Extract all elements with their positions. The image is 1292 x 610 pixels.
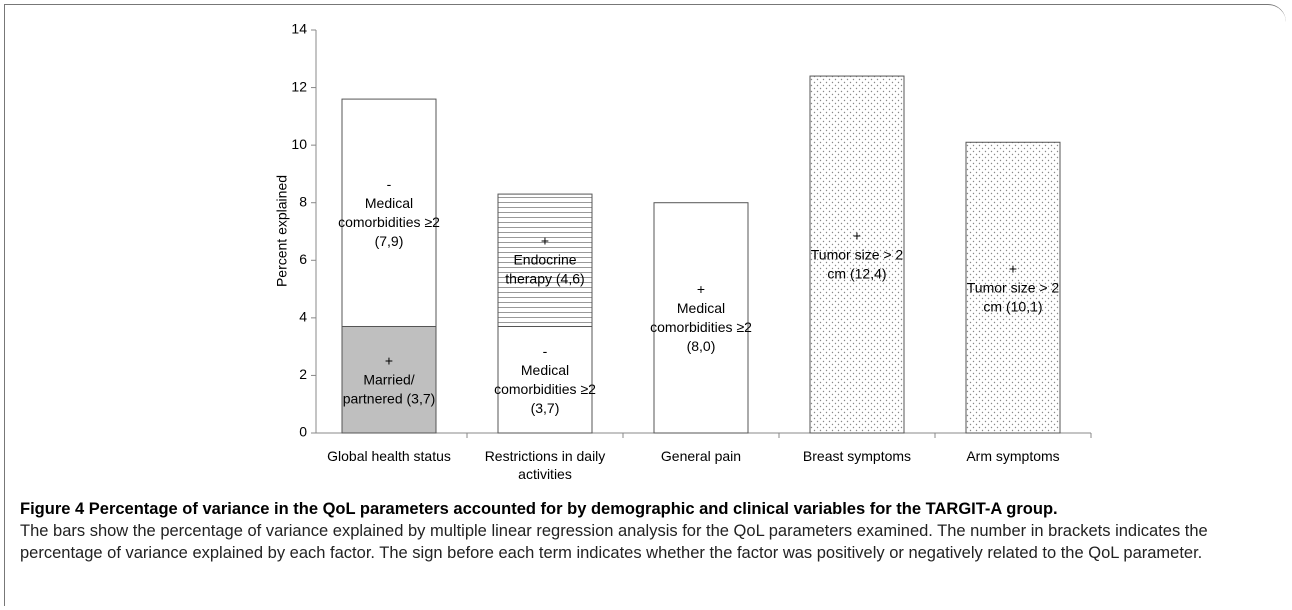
bar-segment [965,141,1061,434]
segment-label: + Endocrine therapy (4,6) [494,232,596,289]
y-axis-label: Percent explained [274,175,290,287]
bar-segment [497,193,593,327]
figure-frame [4,4,1286,606]
x-tick-label: General pain [660,448,742,464]
bar-segment [653,202,749,434]
segment-sign: + [384,352,394,369]
y-tick-label: 8 [299,193,307,209]
segment-factor: Married/ partnered [342,371,415,407]
segment-factor: Endocrine therapy [505,251,577,287]
segment-factor: Medical comorbidities ≥2 [650,299,752,335]
caption-title: Figure 4 Percentage of variance in the Q… [20,500,1058,518]
bar-segment [809,75,905,434]
segment-sign: - [386,175,392,192]
x-tick-label: Global health status [327,448,451,464]
x-tick-label: Arm symptoms [966,448,1060,464]
segment-sign: + [540,232,550,249]
x-tick-label: Breast symptoms [802,448,912,464]
caption-text: The bars show the percentage of variance… [20,522,1208,562]
segment-factor: Medical comorbidities ≥2 [494,361,596,397]
segment-sign: + [1008,260,1018,277]
data-label: (3,7) [406,390,436,407]
bar-segment [341,98,437,327]
bar-segment [341,325,437,434]
segment-label: + Tumor size > 2 cm (12,4) [806,226,908,283]
data-label: (4,6) [555,270,585,287]
y-tick-label: 10 [291,136,307,152]
segment-label: + Married/ partnered (3,7) [338,351,440,408]
data-label: (7,9) [374,232,404,249]
y-tick-label: 14 [291,21,307,37]
bar-segment [497,325,593,434]
data-label: (10,1) [1005,298,1043,315]
segment-factor: Tumor size > 2 cm [966,279,1060,315]
data-label: (12,4) [849,265,887,282]
segment-label: - Medical comorbidities ≥2 (7,9) [338,175,440,251]
segment-label: + Medical comorbidities ≥2 (8,0) [650,280,752,356]
segment-sign: + [852,227,862,244]
segment-label: - Medical comorbidities ≥2 (3,7) [494,342,596,418]
segment-sign: + [696,280,706,297]
y-tick-label: 2 [299,366,307,382]
segment-factor: Tumor size > 2 cm [810,246,904,282]
segment-factor: Medical comorbidities ≥2 [338,194,440,230]
y-tick-label: 12 [291,78,307,94]
y-tick-label: 6 [299,251,307,267]
y-tick-label: 4 [299,309,307,325]
y-tick-label: 0 [299,424,307,440]
data-label: (8,0) [686,337,716,354]
data-label: (3,7) [530,399,560,416]
chart: Percent explained 0 2 4 6 8 10 12 14 [274,21,1092,440]
segment-sign: - [542,342,548,359]
x-tick-label: Restrictions in daily activities [484,448,606,482]
segment-label: + Tumor size > 2 cm (10,1) [962,259,1064,316]
caption: Figure 4 Percentage of variance in the Q… [20,498,1275,564]
